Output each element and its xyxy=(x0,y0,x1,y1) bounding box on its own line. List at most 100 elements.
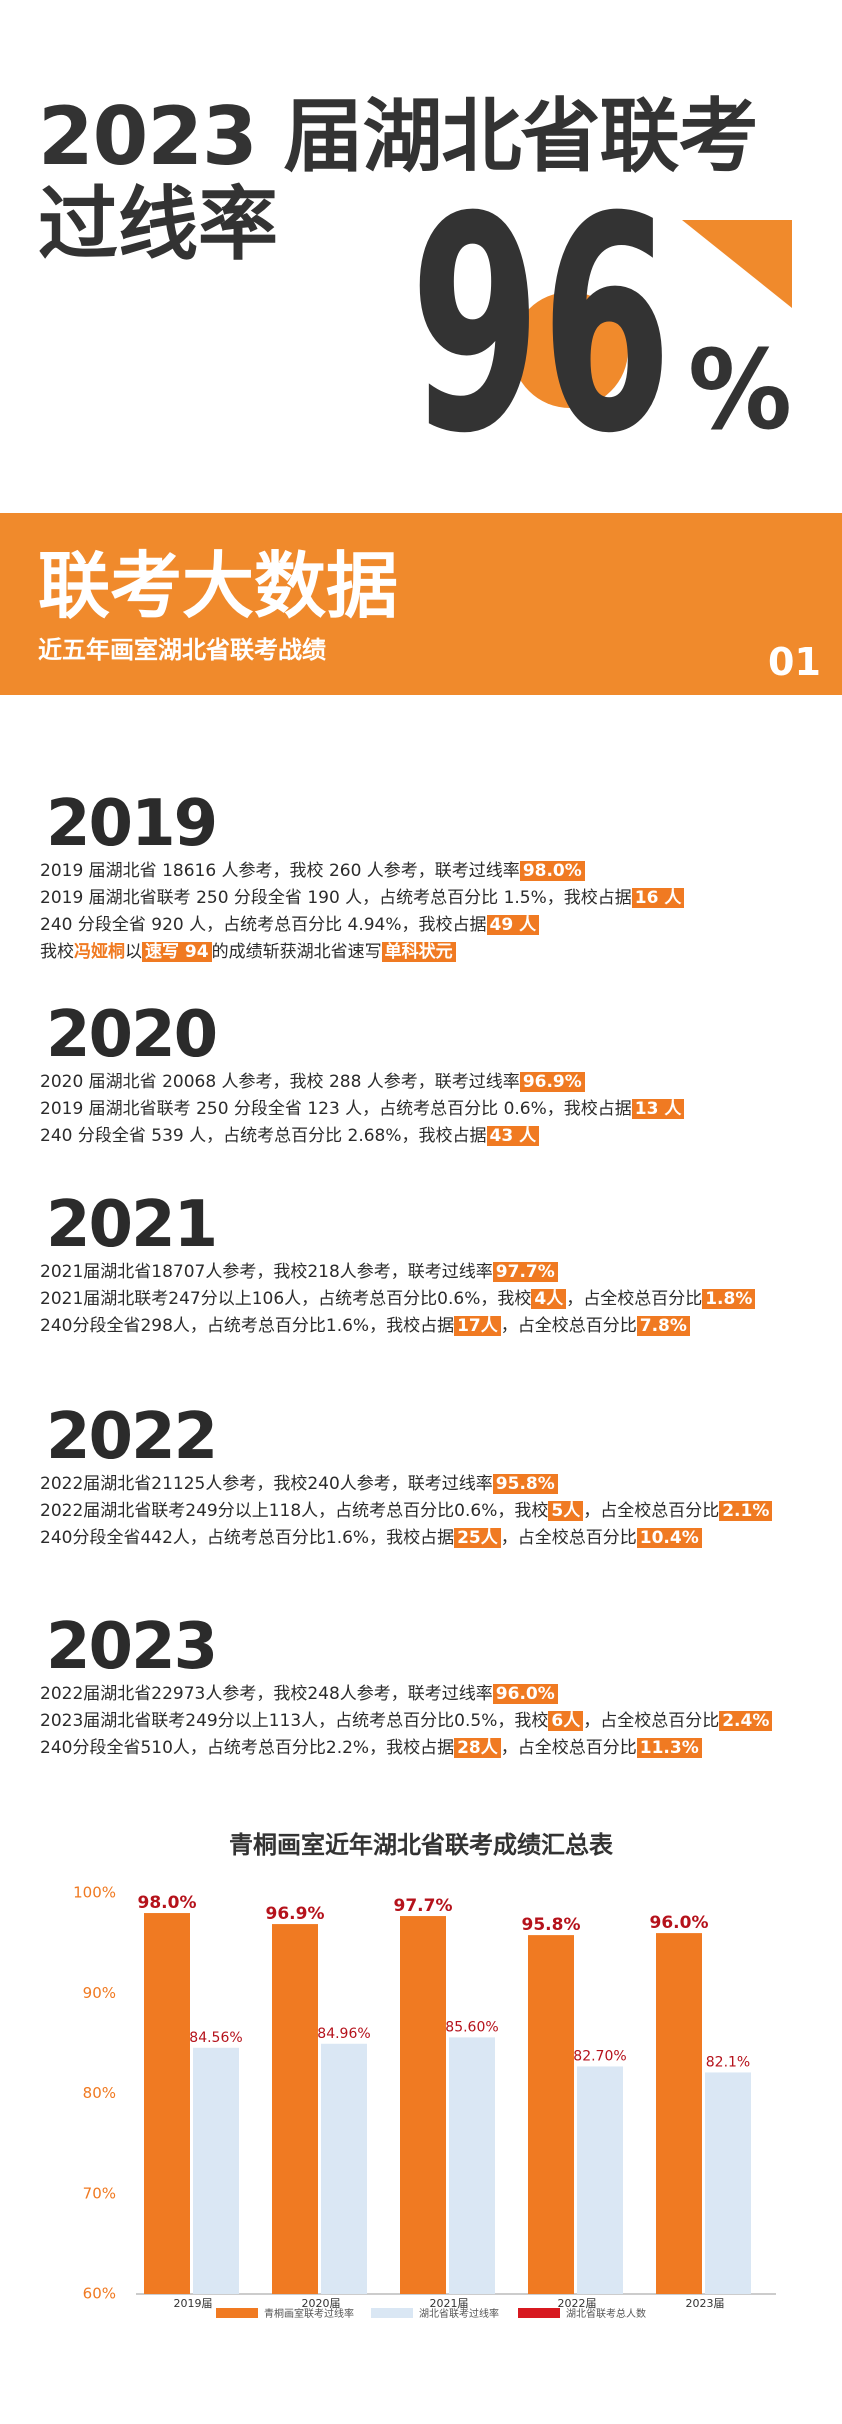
year-section: 2019 2019 届湖北省 18616 人参考，我校 260 人参考，联考过线率… xyxy=(40,787,685,966)
year-section: 2020 2020 届湖北省 20068 人参考，我校 288 人参考，联考过线率… xyxy=(40,998,685,1150)
circle xyxy=(512,292,628,408)
highlight: 96.9% xyxy=(519,1072,585,1092)
y-tick-label: 80% xyxy=(83,2084,116,2102)
legend-swatch xyxy=(518,2308,560,2318)
year-section: 2021 2021届湖北省18707人参考，我校218人参考，联考过线率 97.7%… xyxy=(40,1188,756,1340)
banner-title: 联考大数据 xyxy=(38,544,399,628)
x-tick-label: 2020届 xyxy=(302,2297,341,2310)
highlight: 2.4% xyxy=(719,1711,773,1731)
value-label: 82.70% xyxy=(573,2048,626,2064)
subtitle: 过线率 xyxy=(38,178,278,271)
highlight: 5人 xyxy=(548,1501,584,1521)
text-line: 2022届湖北省22973人参考，我校248人参考，联考过线率 96.0% xyxy=(40,1681,772,1708)
text: ，占全校总百分比 xyxy=(583,1711,720,1731)
highlight: 96.0% xyxy=(492,1684,558,1704)
text: 240分段全省298人，占统考总百分比1.6%，我校占据 xyxy=(40,1316,455,1336)
text: ，占全校总百分比 xyxy=(566,1289,703,1309)
highlight: 95.8% xyxy=(492,1474,558,1494)
text-line: 240 分段全省 920 人，占统考总百分比 4.94%，我校占据 49 人 xyxy=(40,912,684,939)
x-tick-label: 2019届 xyxy=(174,2297,213,2310)
y-tick-label: 70% xyxy=(83,2184,116,2202)
text: 2020 届湖北省 20068 人参考，我校 288 人参考，联考过线率 xyxy=(40,1072,520,1092)
text: ，占全校总百分比 xyxy=(583,1501,720,1521)
highlight: 4人 xyxy=(531,1289,567,1309)
text-line: 240分段全省510人，占统考总百分比2.2%，我校占据 28人 ，占全校总百分比 1… xyxy=(40,1735,772,1762)
legend-label: 湖北省联考过线率 xyxy=(419,2307,499,2320)
text: 2019 届湖北省 18616 人参考，我校 260 人参考，联考过线率 xyxy=(40,861,520,881)
highlight: 43 人 xyxy=(486,1126,540,1146)
highlight: 7.8% xyxy=(636,1316,690,1336)
title: 2023 届湖北省联考 xyxy=(38,90,759,183)
highlight: 97.7% xyxy=(492,1262,558,1282)
legend-label: 青桐画室联考过线率 xyxy=(264,2307,354,2320)
highlight: 速写 94 xyxy=(142,942,212,962)
text-line: 2019 届湖北省联考 250 分段全省 123 人，占统考总百分比 0.6%，… xyxy=(40,1096,685,1123)
value-label: 97.7% xyxy=(394,1896,453,1916)
y-tick-label: 60% xyxy=(83,2285,116,2303)
highlight: 单科状元 xyxy=(381,942,456,962)
value-label: 96.0% xyxy=(650,1913,709,1933)
text: 240 分段全省 539 人，占统考总百分比 2.68%，我校占据 xyxy=(40,1126,487,1146)
text-line: 2022届湖北省21125人参考，我校240人参考，联考过线率 95.8% xyxy=(40,1471,772,1498)
value-label: 84.96% xyxy=(317,2026,370,2042)
text: 2022届湖北省21125人参考，我校240人参考，联考过线率 xyxy=(40,1474,493,1494)
text-line: 2022届湖北省联考249分以上118人，占统考总百分比0.6%，我校 5人 ，占全… xyxy=(40,1498,773,1525)
text: 240 分段全省 920 人，占统考总百分比 4.94%，我校占据 xyxy=(40,915,487,935)
bar xyxy=(656,1933,702,2294)
text: 的成绩斩获湖北省速写 xyxy=(211,942,382,962)
x-tick-label: 2021届 xyxy=(430,2297,469,2310)
text-line: 2020 届湖北省 20068 人参考，我校 288 人参考，联考过线率 96.9… xyxy=(40,1069,684,1096)
bar xyxy=(193,2047,239,2294)
text: 240分段全省510人，占统考总百分比2.2%，我校占据 xyxy=(40,1738,455,1758)
highlight: 28人 xyxy=(454,1738,501,1758)
banner xyxy=(0,513,842,695)
x-tick-label: 2022届 xyxy=(558,2297,597,2310)
year-section: 2023 2022届湖北省22973人参考，我校248人参考，联考过线率 96.0%… xyxy=(40,1610,773,1762)
highlight: 13 人 xyxy=(631,1099,685,1119)
highlight: 6人 xyxy=(548,1711,584,1731)
legend-swatch xyxy=(216,2308,258,2318)
text: 2022届湖北省22973人参考，我校248人参考，联考过线率 xyxy=(40,1684,493,1704)
bar xyxy=(705,2072,751,2294)
text-line: 240分段全省442人，占统考总百分比1.6%，我校占据 25人 ，占全校总百分比 1… xyxy=(40,1525,772,1552)
text: 240分段全省442人，占统考总百分比1.6%，我校占据 xyxy=(40,1528,455,1548)
highlight: 16 人 xyxy=(631,888,685,908)
highlight: 17人 xyxy=(454,1316,501,1336)
highlight: 25人 xyxy=(454,1528,501,1548)
text: ，占全校总百分比 xyxy=(500,1738,637,1758)
year-heading: 2021 xyxy=(46,1188,218,1262)
text-line: 我校冯娅桐以 速写 94 的成绩斩获湖北省速写 单科状元 xyxy=(40,939,684,966)
year-heading: 2020 xyxy=(46,998,218,1072)
legend-label: 湖北省联考总人数 xyxy=(566,2307,646,2320)
text: 我校 xyxy=(40,942,74,962)
value-label: 95.8% xyxy=(522,1915,581,1935)
text-line: 240 分段全省 539 人，占统考总百分比 2.68%，我校占据 43 人 xyxy=(40,1123,684,1150)
legend-swatch xyxy=(371,2308,413,2318)
highlight: 49 人 xyxy=(486,915,540,935)
text-line: 2021届湖北联考247分以上106人，占统考总百分比0.6%，我校 4人 ，占全校… xyxy=(40,1286,756,1313)
text: 2023届湖北省联考249分以上113人，占统考总百分比0.5%，我校 xyxy=(40,1711,549,1731)
banner-subtitle: 近五年画室湖北省联考战绩 xyxy=(38,636,326,664)
value-label: 84.56% xyxy=(189,2030,242,2046)
bar xyxy=(400,1916,446,2294)
big-number-text: 96 xyxy=(410,200,672,460)
text: 2021届湖北联考247分以上106人，占统考总百分比0.6%，我校 xyxy=(40,1289,532,1309)
year-heading: 2023 xyxy=(46,1610,218,1684)
text: 2019 届湖北省联考 250 分段全省 190 人，占统考总百分比 1.5%，… xyxy=(40,888,632,908)
triangle xyxy=(682,220,792,308)
bar xyxy=(321,2043,367,2294)
value-label: 85.60% xyxy=(445,2019,498,2035)
text-line: 2019 届湖北省联考 250 分段全省 190 人，占统考总百分比 1.5%，… xyxy=(40,885,685,912)
year-heading: 2019 xyxy=(46,787,218,861)
value-label: 96.9% xyxy=(266,1904,325,1924)
text-line: 2021届湖北省18707人参考，我校218人参考，联考过线率 97.7% xyxy=(40,1259,755,1286)
big-number: 96 % xyxy=(410,200,792,460)
text: ，占全校总百分比 xyxy=(500,1528,637,1548)
text: 2021届湖北省18707人参考，我校218人参考，联考过线率 xyxy=(40,1262,493,1282)
text: 2022届湖北省联考249分以上118人，占统考总百分比0.6%，我校 xyxy=(40,1501,549,1521)
text: 冯娅桐 xyxy=(74,942,125,962)
bar xyxy=(449,2037,495,2294)
value-label: 98.0% xyxy=(138,1893,197,1913)
bar xyxy=(528,1935,574,2294)
